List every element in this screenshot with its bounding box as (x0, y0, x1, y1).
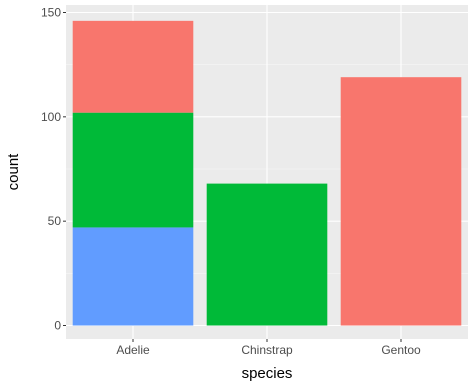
bar-segment-adelie-1 (72, 112, 194, 228)
x-axis: Adelie Chinstrap Gentoo (116, 339, 421, 357)
bar-segment-adelie-2 (72, 20, 194, 113)
y-tick-label: 150 (41, 6, 61, 20)
x-axis-title: species (242, 365, 293, 382)
y-tick-label: 0 (54, 319, 61, 333)
y-tick-label: 100 (41, 110, 61, 124)
x-tick-label-adelie: Adelie (116, 343, 150, 357)
bars (72, 20, 462, 326)
y-axis-title: count (5, 153, 22, 191)
x-tick-label-chinstrap: Chinstrap (241, 343, 293, 357)
y-tick-label: 50 (48, 214, 62, 228)
x-tick-label-gentoo: Gentoo (381, 343, 421, 357)
y-axis: 0 50 100 150 (41, 6, 66, 333)
bar-segment-gentoo-2 (340, 77, 462, 326)
bar-segment-chinstrap-1 (206, 183, 328, 326)
bar-segment-adelie-0 (72, 227, 194, 326)
